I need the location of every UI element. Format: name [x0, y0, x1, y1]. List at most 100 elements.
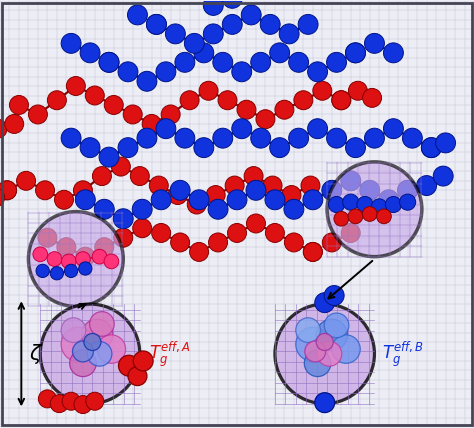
Circle shape [346, 43, 365, 63]
Circle shape [433, 166, 453, 186]
Circle shape [47, 91, 66, 110]
Circle shape [0, 181, 17, 200]
Circle shape [365, 33, 384, 54]
Circle shape [128, 367, 147, 386]
Circle shape [55, 190, 73, 209]
Circle shape [99, 52, 119, 72]
Circle shape [209, 233, 228, 252]
Circle shape [327, 162, 422, 257]
Circle shape [237, 100, 256, 119]
Text: $T_g^{eff,A}$: $T_g^{eff,A}$ [149, 339, 191, 369]
Circle shape [308, 62, 328, 82]
Circle shape [66, 77, 85, 95]
Circle shape [170, 180, 190, 200]
Circle shape [111, 157, 130, 176]
Circle shape [332, 335, 360, 363]
Circle shape [28, 105, 47, 124]
Circle shape [251, 52, 271, 72]
Text: $T_g^{eff,B}$: $T_g^{eff,B}$ [382, 339, 424, 369]
Circle shape [383, 119, 403, 139]
Circle shape [175, 52, 195, 72]
Circle shape [363, 207, 377, 221]
Circle shape [38, 390, 56, 408]
Circle shape [84, 333, 101, 351]
Circle shape [0, 119, 7, 138]
Circle shape [360, 180, 380, 200]
Circle shape [190, 242, 209, 262]
Circle shape [322, 233, 341, 252]
Circle shape [203, 0, 223, 15]
Circle shape [398, 180, 418, 200]
Circle shape [128, 5, 147, 25]
Circle shape [284, 199, 304, 219]
Circle shape [92, 250, 107, 264]
Circle shape [208, 199, 228, 219]
Circle shape [146, 15, 166, 34]
Circle shape [165, 24, 185, 44]
Circle shape [133, 219, 152, 238]
Circle shape [265, 223, 284, 242]
Circle shape [104, 95, 123, 114]
Circle shape [316, 333, 333, 351]
Circle shape [315, 293, 335, 312]
Circle shape [348, 209, 363, 224]
Circle shape [17, 171, 36, 190]
Circle shape [400, 194, 416, 210]
Circle shape [156, 119, 176, 139]
Circle shape [232, 62, 252, 82]
Circle shape [348, 81, 367, 100]
Circle shape [113, 209, 133, 229]
Circle shape [322, 180, 342, 200]
Circle shape [324, 285, 344, 306]
Circle shape [82, 319, 113, 351]
Circle shape [265, 190, 285, 210]
Circle shape [62, 392, 80, 410]
Circle shape [256, 110, 275, 129]
Circle shape [62, 254, 76, 269]
Circle shape [118, 62, 138, 82]
Circle shape [246, 214, 265, 233]
Circle shape [213, 128, 233, 148]
Circle shape [184, 33, 204, 54]
Circle shape [132, 199, 152, 219]
Circle shape [87, 342, 112, 366]
Circle shape [383, 43, 403, 63]
Circle shape [371, 199, 387, 215]
Circle shape [80, 43, 100, 63]
Circle shape [241, 5, 261, 25]
Circle shape [328, 196, 345, 213]
Circle shape [40, 304, 140, 404]
Circle shape [246, 180, 266, 200]
Circle shape [50, 395, 68, 413]
Circle shape [346, 138, 365, 158]
Circle shape [86, 392, 104, 410]
Circle shape [168, 186, 187, 205]
Circle shape [133, 351, 153, 371]
Circle shape [142, 114, 161, 134]
Circle shape [118, 138, 138, 158]
Circle shape [161, 105, 180, 124]
Circle shape [73, 181, 92, 200]
Circle shape [298, 15, 318, 34]
Circle shape [316, 319, 347, 351]
Circle shape [61, 318, 86, 342]
Circle shape [363, 89, 382, 107]
Circle shape [327, 52, 346, 72]
Circle shape [379, 190, 399, 210]
Circle shape [284, 233, 303, 252]
Circle shape [175, 128, 195, 148]
Circle shape [187, 195, 206, 214]
Circle shape [146, 15, 166, 34]
Circle shape [377, 209, 392, 224]
Circle shape [74, 395, 92, 413]
Circle shape [0, 181, 17, 200]
Circle shape [114, 228, 133, 247]
Circle shape [64, 264, 78, 277]
Circle shape [50, 267, 64, 280]
Circle shape [57, 238, 76, 257]
Circle shape [118, 355, 139, 376]
Circle shape [296, 318, 320, 342]
Circle shape [28, 211, 123, 306]
Circle shape [61, 128, 81, 148]
Circle shape [213, 52, 233, 72]
